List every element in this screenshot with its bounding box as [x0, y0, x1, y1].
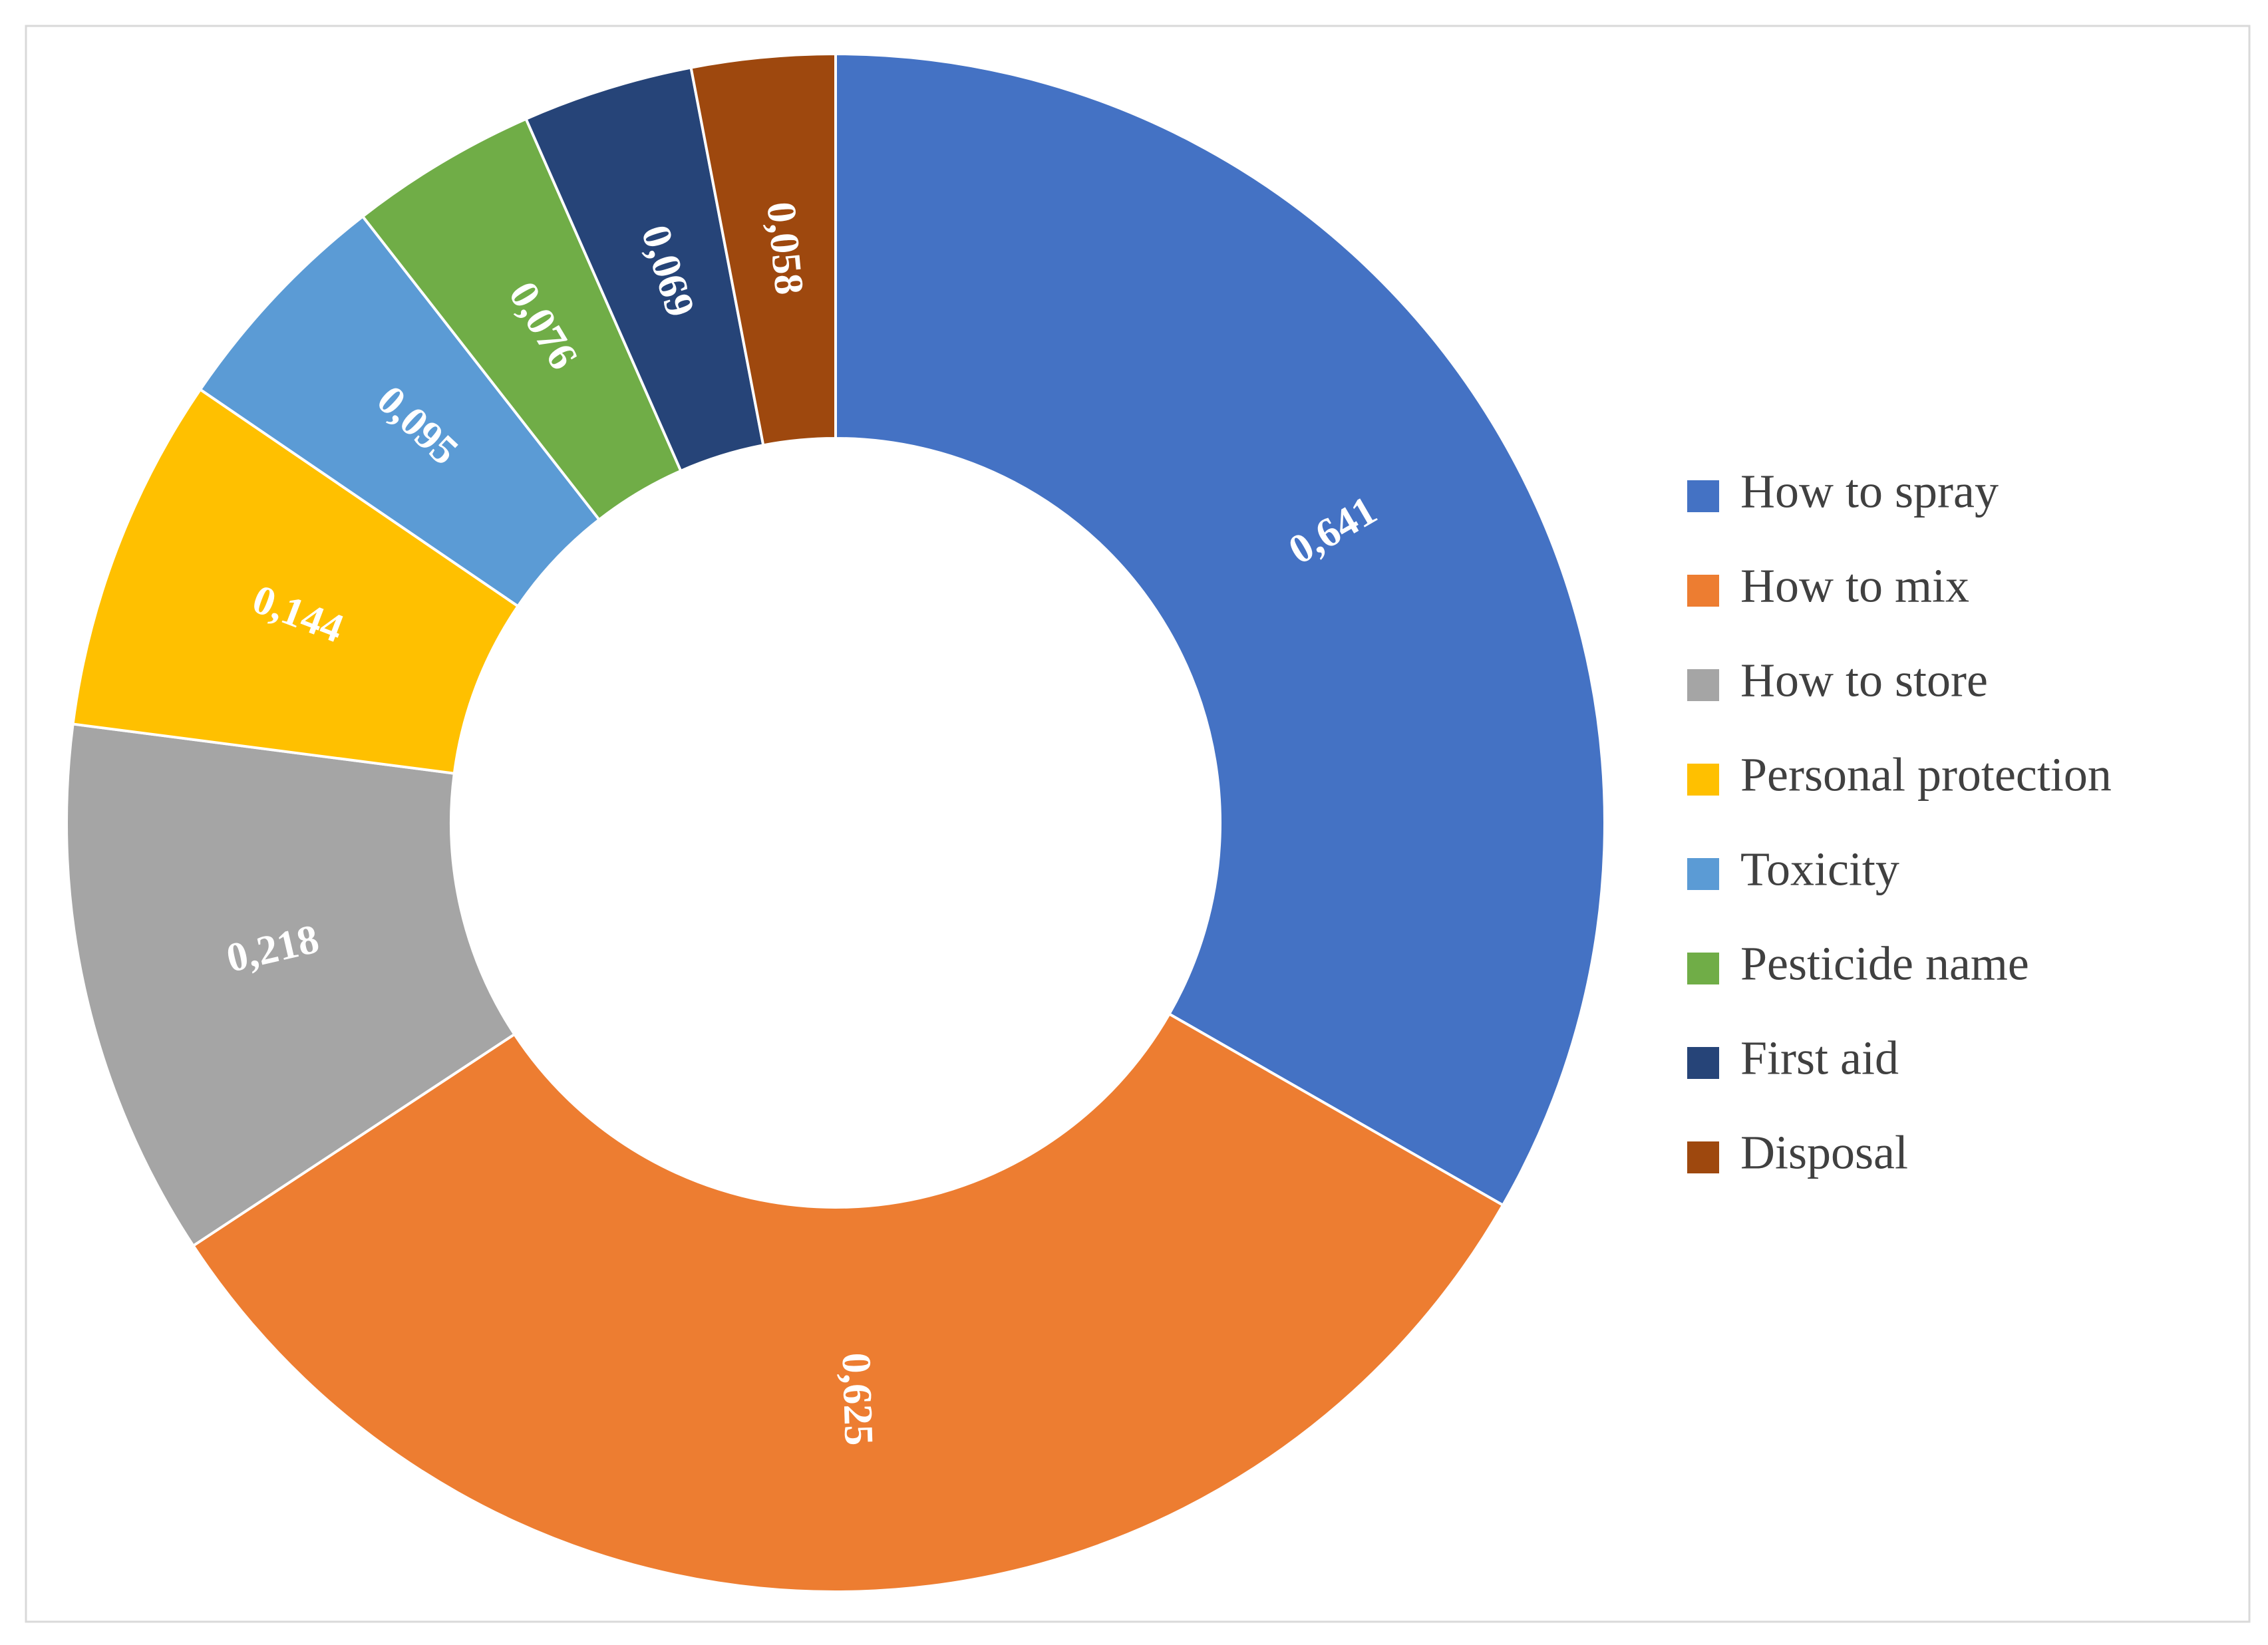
legend-label: How to spray — [1740, 465, 1999, 518]
legend-swatch — [1687, 1047, 1719, 1079]
legend-label: Personal protection — [1740, 748, 2112, 802]
legend-label: Toxicity — [1740, 843, 1899, 896]
legend-label: How to mix — [1740, 559, 1969, 613]
legend-swatch — [1687, 669, 1719, 701]
donut-slice — [689, 52, 837, 447]
legend-label: Pesticide name — [1740, 937, 2029, 990]
legend-swatch — [1687, 858, 1719, 890]
data-label: 0,625 — [833, 1352, 881, 1447]
donut-slice — [71, 387, 520, 775]
donut-slice — [834, 52, 1606, 1207]
legend-label: How to store — [1740, 654, 1988, 707]
legend-swatch — [1687, 953, 1719, 984]
legend-swatch — [1687, 764, 1719, 796]
legend-label: Disposal — [1740, 1126, 1908, 1179]
legend-swatch — [1687, 1141, 1719, 1173]
legend-swatch — [1687, 575, 1719, 607]
legend-label: First aid — [1740, 1032, 1899, 1085]
legend-swatch — [1687, 480, 1719, 512]
donut-slice — [191, 1012, 1505, 1593]
donut-slice — [65, 722, 517, 1248]
data-label: 0,058 — [758, 200, 812, 297]
